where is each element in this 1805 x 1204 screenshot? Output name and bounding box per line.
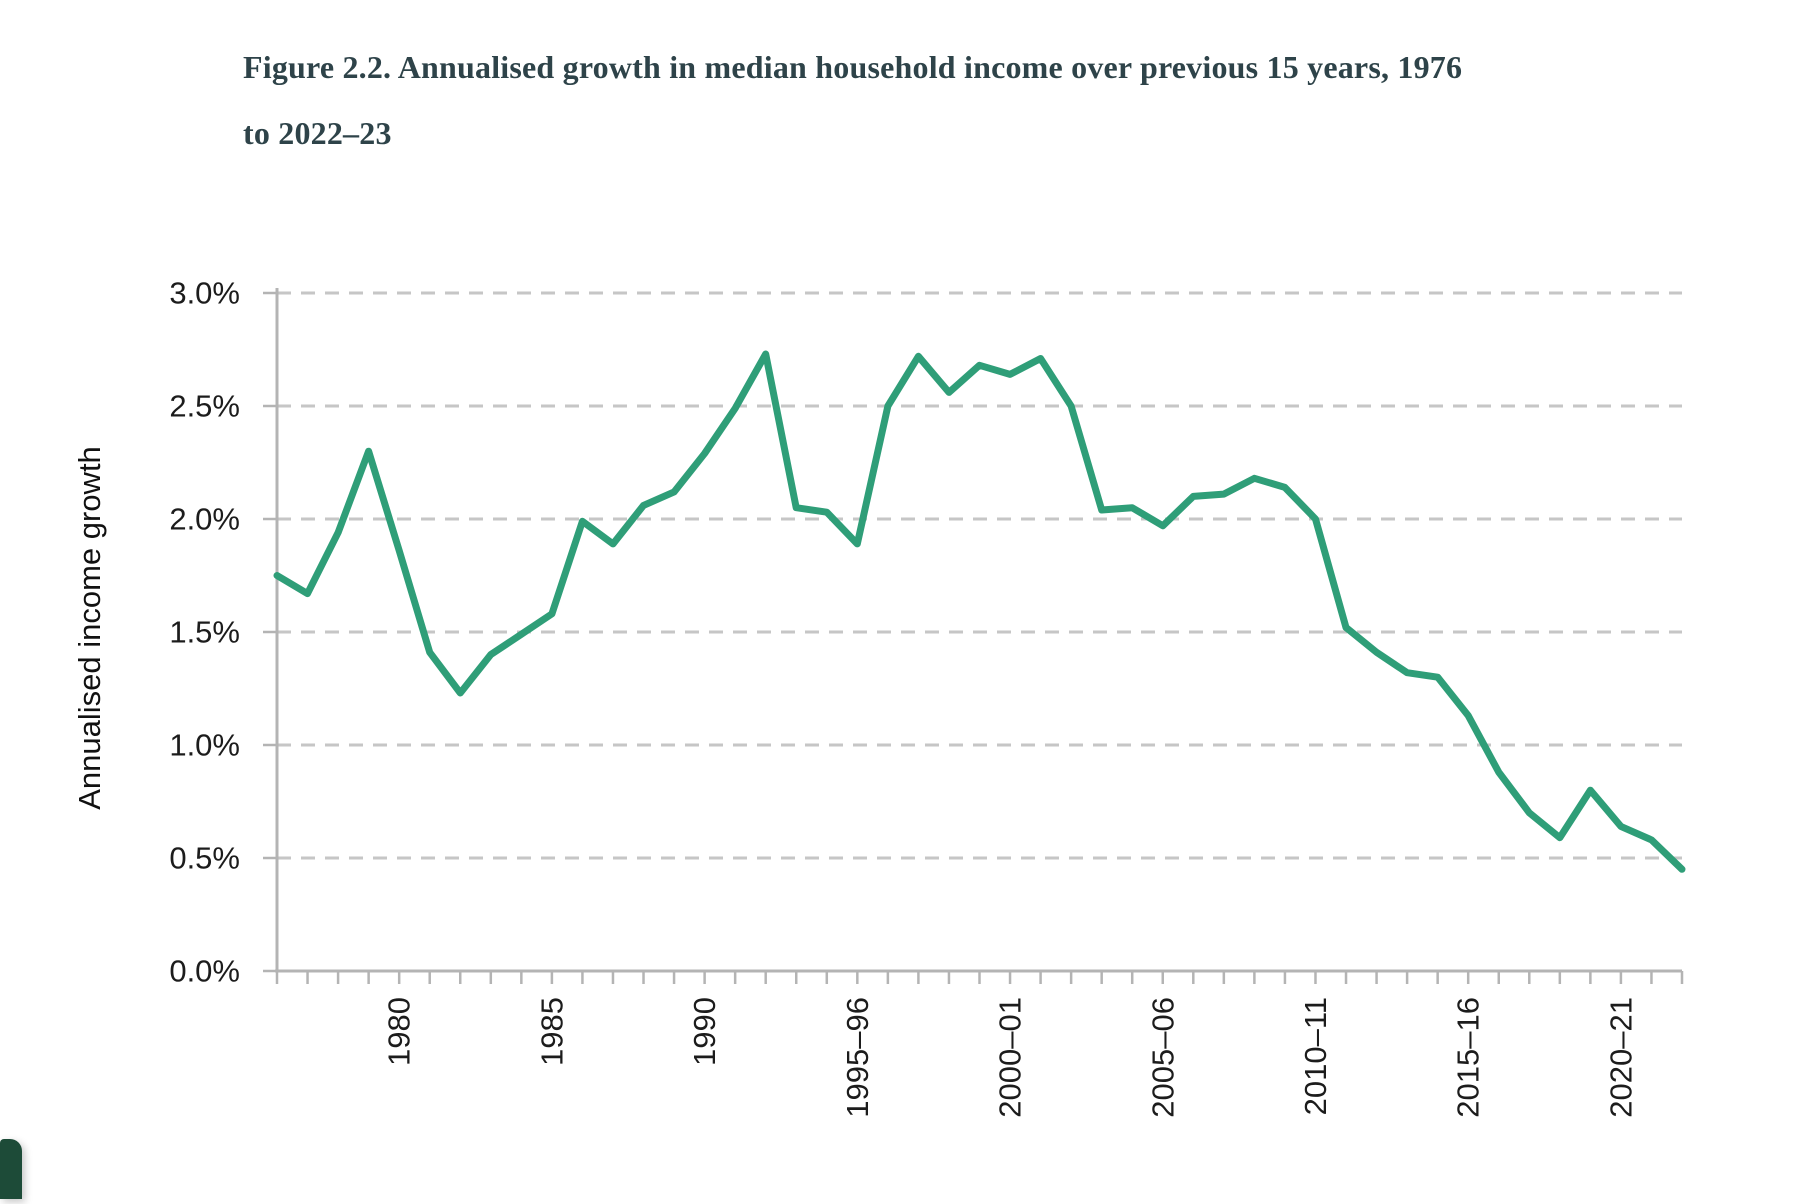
clipped-corner-widget[interactable] bbox=[0, 1139, 22, 1199]
income-growth-line bbox=[273, 350, 1686, 873]
figure-title-line-2: to 2022–23 bbox=[243, 115, 392, 151]
x-tick-label: 2000–01 bbox=[993, 997, 1028, 1118]
x-tick-label: 1980 bbox=[382, 997, 417, 1066]
axis-layer bbox=[263, 288, 1684, 984]
y-tick-label: 1.0% bbox=[169, 728, 240, 763]
y-tick-label: 0.5% bbox=[169, 841, 240, 876]
x-tick-label: 2020–21 bbox=[1603, 997, 1638, 1118]
y-tick-label: 0.0% bbox=[169, 954, 240, 989]
y-tick-label: 3.0% bbox=[169, 276, 240, 311]
grid-layer bbox=[277, 291, 1682, 860]
x-tick-label: 2005–06 bbox=[1145, 997, 1180, 1118]
x-tick-label: 2015–16 bbox=[1451, 997, 1486, 1118]
figure-title-line-1: Figure 2.2. Annualised growth in median … bbox=[243, 49, 1463, 85]
x-tick-label: 1990 bbox=[687, 997, 722, 1066]
x-tick-label: 2010–11 bbox=[1298, 997, 1333, 1115]
figure-title: Figure 2.2. Annualised growth in median … bbox=[243, 34, 1693, 166]
axis-labels: 0.0% 0.5% 1.0% 1.5% 2.0% 2.5% 3.0% 1980 1985 1990… bbox=[169, 276, 1638, 1118]
y-tick-label: 2.0% bbox=[169, 502, 240, 537]
series-layer bbox=[273, 350, 1686, 873]
y-tick-label: 2.5% bbox=[169, 389, 240, 424]
x-tick-label: 1985 bbox=[534, 997, 569, 1066]
y-tick-label: 1.5% bbox=[169, 615, 240, 650]
x-tick-label: 1995–96 bbox=[840, 997, 875, 1118]
y-axis-title: Annualised income growth bbox=[72, 446, 107, 810]
